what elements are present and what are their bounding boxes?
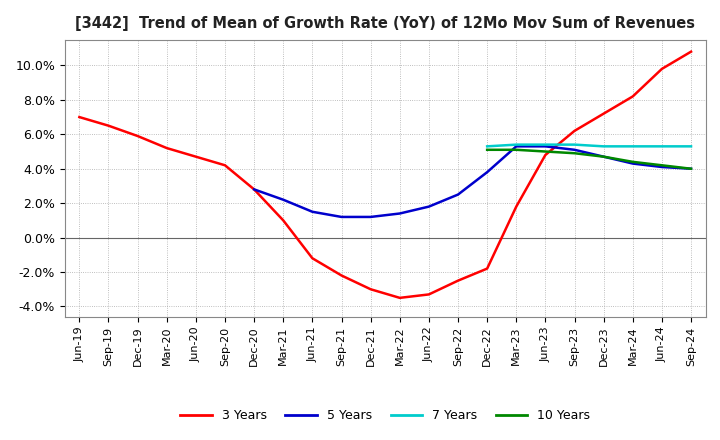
- 3 Years: [192, 154, 200, 159]
- 3 Years: [483, 266, 492, 271]
- 3 Years: [629, 94, 637, 99]
- 10 Years: [483, 147, 492, 152]
- 3 Years: [599, 111, 608, 116]
- 3 Years: [366, 286, 375, 292]
- 3 Years: [512, 204, 521, 209]
- 3 Years: [75, 114, 84, 120]
- 10 Years: [687, 166, 696, 171]
- 3 Years: [541, 152, 550, 158]
- 5 Years: [337, 214, 346, 220]
- Line: 7 Years: 7 Years: [487, 145, 691, 147]
- 3 Years: [454, 278, 462, 283]
- 5 Years: [454, 192, 462, 197]
- 3 Years: [163, 146, 171, 151]
- 5 Years: [512, 144, 521, 149]
- 3 Years: [425, 292, 433, 297]
- 5 Years: [541, 144, 550, 149]
- 7 Years: [570, 142, 579, 147]
- 5 Years: [395, 211, 404, 216]
- 3 Years: [337, 273, 346, 278]
- 10 Years: [629, 159, 637, 165]
- Line: 10 Years: 10 Years: [487, 150, 691, 169]
- 3 Years: [308, 256, 317, 261]
- 5 Years: [279, 197, 287, 202]
- 3 Years: [104, 123, 113, 128]
- 7 Years: [512, 142, 521, 147]
- 7 Years: [687, 144, 696, 149]
- 3 Years: [687, 49, 696, 54]
- 5 Years: [250, 187, 258, 192]
- 10 Years: [541, 149, 550, 154]
- 5 Years: [599, 154, 608, 159]
- Line: 5 Years: 5 Years: [254, 147, 691, 217]
- 7 Years: [483, 144, 492, 149]
- Legend: 3 Years, 5 Years, 7 Years, 10 Years: 3 Years, 5 Years, 7 Years, 10 Years: [176, 404, 595, 427]
- 7 Years: [657, 144, 666, 149]
- 10 Years: [512, 147, 521, 152]
- 5 Years: [308, 209, 317, 214]
- 3 Years: [657, 66, 666, 72]
- 5 Years: [366, 214, 375, 220]
- 3 Years: [250, 187, 258, 192]
- 5 Years: [425, 204, 433, 209]
- 5 Years: [657, 165, 666, 170]
- 3 Years: [395, 295, 404, 301]
- 3 Years: [279, 218, 287, 223]
- 10 Years: [599, 154, 608, 159]
- 7 Years: [599, 144, 608, 149]
- 7 Years: [629, 144, 637, 149]
- 7 Years: [541, 142, 550, 147]
- 10 Years: [570, 150, 579, 156]
- 5 Years: [629, 161, 637, 166]
- 3 Years: [220, 163, 229, 168]
- 3 Years: [133, 133, 142, 139]
- Line: 3 Years: 3 Years: [79, 51, 691, 298]
- 3 Years: [570, 128, 579, 133]
- 5 Years: [483, 169, 492, 175]
- 5 Years: [687, 166, 696, 171]
- Title: [3442]  Trend of Mean of Growth Rate (YoY) of 12Mo Mov Sum of Revenues: [3442] Trend of Mean of Growth Rate (YoY…: [75, 16, 696, 32]
- 10 Years: [657, 163, 666, 168]
- 5 Years: [570, 147, 579, 152]
